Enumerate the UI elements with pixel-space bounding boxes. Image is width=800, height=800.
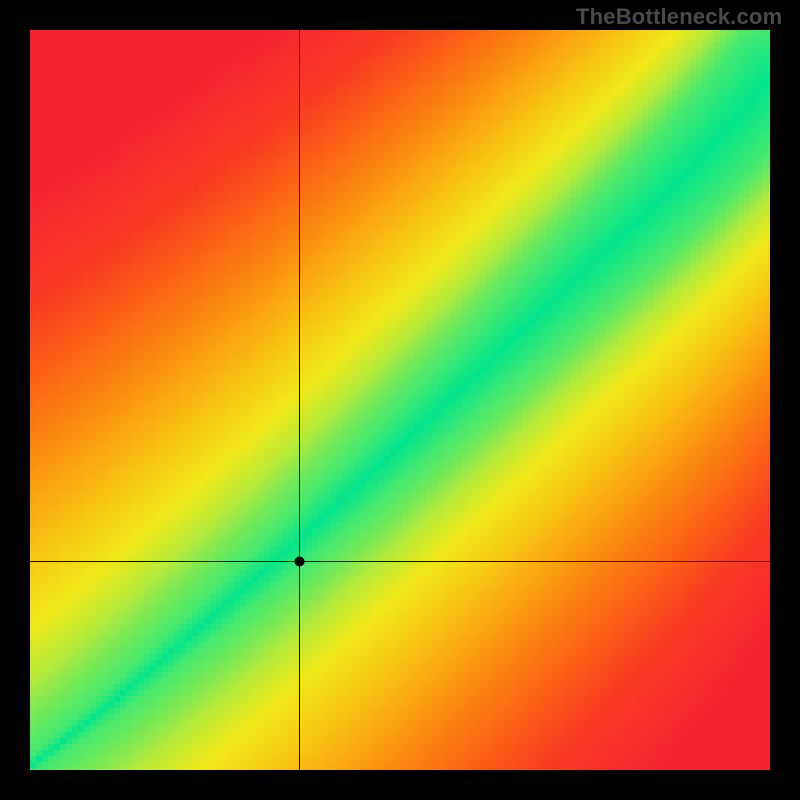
plot-area: [30, 30, 770, 770]
crosshair-overlay: [30, 30, 770, 770]
chart-container: { "watermark": { "text": "TheBottleneck.…: [0, 0, 800, 800]
watermark-text: TheBottleneck.com: [576, 4, 782, 30]
